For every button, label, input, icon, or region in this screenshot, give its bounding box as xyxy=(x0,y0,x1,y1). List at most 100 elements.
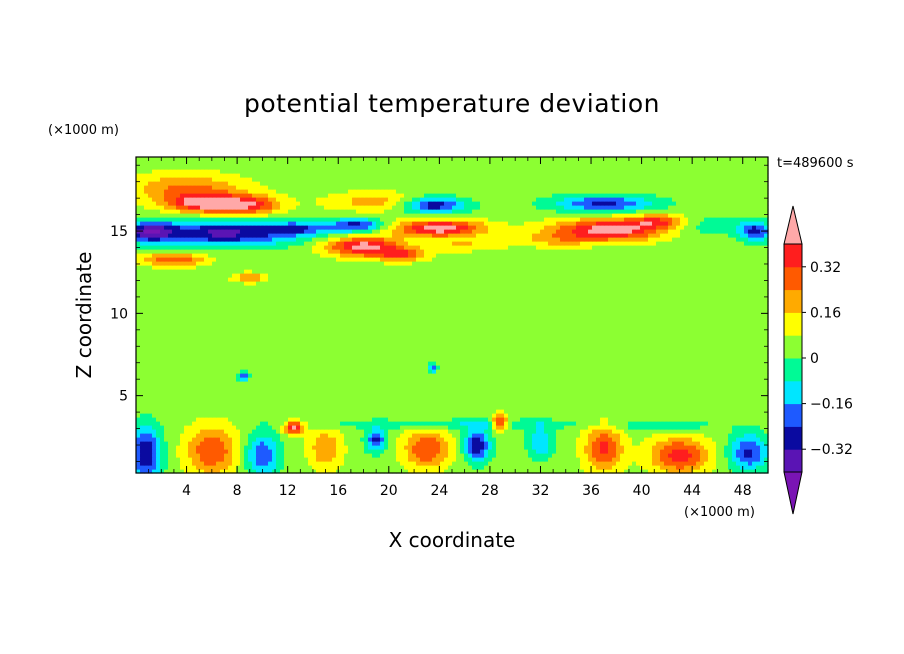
field-cell xyxy=(244,385,249,390)
field-cell xyxy=(212,365,217,370)
field-cell xyxy=(188,409,193,414)
field-cell xyxy=(328,449,333,454)
field-cell xyxy=(640,433,645,438)
field-cell xyxy=(392,401,397,406)
field-cell xyxy=(500,389,505,394)
field-cell xyxy=(484,413,489,418)
field-cell xyxy=(644,373,649,378)
field-cell xyxy=(168,377,173,382)
field-cell xyxy=(308,465,313,470)
field-cell xyxy=(456,441,461,446)
field-cell xyxy=(336,425,341,430)
field-cell xyxy=(204,369,209,374)
field-cell xyxy=(660,429,665,434)
field-cell xyxy=(420,437,425,442)
field-cell xyxy=(412,433,417,438)
field-cell xyxy=(644,385,649,390)
field-cell xyxy=(656,369,661,374)
field-cell xyxy=(684,401,689,406)
field-cell xyxy=(556,349,561,354)
field-cell xyxy=(564,433,569,438)
field-cell xyxy=(136,433,141,438)
field-cell xyxy=(708,465,713,470)
field-cell xyxy=(404,401,409,406)
field-cell xyxy=(476,353,481,358)
field-cell xyxy=(480,433,485,438)
field-cell xyxy=(188,357,193,362)
field-cell xyxy=(212,345,217,350)
field-cell xyxy=(144,461,149,466)
field-cell xyxy=(428,397,433,402)
field-cell xyxy=(708,377,713,382)
field-cell xyxy=(480,453,485,458)
field-cell xyxy=(244,457,249,462)
field-cell xyxy=(436,397,441,402)
field-cell xyxy=(752,441,757,446)
field-cell xyxy=(152,409,157,414)
field-cell xyxy=(388,413,393,418)
field-cell xyxy=(164,393,169,398)
field-cell xyxy=(260,425,265,430)
field-cell xyxy=(276,353,281,358)
field-cell xyxy=(724,389,729,394)
field-cell xyxy=(372,397,377,402)
field-cell xyxy=(324,385,329,390)
field-cell xyxy=(496,353,501,358)
field-cell xyxy=(660,417,665,422)
field-cell xyxy=(384,413,389,418)
field-cell xyxy=(256,397,261,402)
field-cell xyxy=(176,377,181,382)
field-cell xyxy=(704,405,709,410)
field-cell xyxy=(692,457,697,462)
field-cell xyxy=(560,433,565,438)
field-cell xyxy=(276,357,281,362)
field-cell xyxy=(740,385,745,390)
field-cell xyxy=(764,361,769,366)
field-cell xyxy=(164,441,169,446)
field-cell xyxy=(568,421,573,426)
field-cell xyxy=(756,349,761,354)
field-cell xyxy=(764,385,769,390)
field-cell xyxy=(540,349,545,354)
field-cell xyxy=(652,461,657,466)
field-cell xyxy=(604,377,609,382)
field-cell xyxy=(152,457,157,462)
field-cell xyxy=(668,457,673,462)
field-cell xyxy=(268,437,273,442)
field-cell xyxy=(668,409,673,414)
field-cell xyxy=(428,457,433,462)
field-cell xyxy=(704,465,709,470)
field-cell xyxy=(192,381,197,386)
field-cell xyxy=(308,401,313,406)
field-cell xyxy=(472,405,477,410)
field-cell xyxy=(308,377,313,382)
field-cell xyxy=(480,397,485,402)
field-cell xyxy=(536,421,541,426)
field-cell xyxy=(324,373,329,378)
field-cell xyxy=(524,349,529,354)
field-cell xyxy=(476,465,481,470)
field-cell xyxy=(764,401,769,406)
field-cell xyxy=(660,361,665,366)
field-cell xyxy=(148,357,153,362)
field-cell xyxy=(732,409,737,414)
field-cell xyxy=(524,417,529,422)
field-cell xyxy=(620,365,625,370)
field-cell xyxy=(516,405,521,410)
field-cell xyxy=(744,469,749,474)
field-cell xyxy=(548,373,553,378)
field-cell xyxy=(396,345,401,350)
field-cell xyxy=(736,357,741,362)
field-cell xyxy=(524,441,529,446)
field-cell xyxy=(564,457,569,462)
field-cell xyxy=(316,369,321,374)
field-cell xyxy=(624,353,629,358)
field-cell xyxy=(408,369,413,374)
field-cell xyxy=(312,369,317,374)
field-cell xyxy=(616,349,621,354)
field-cell xyxy=(232,373,237,378)
field-cell xyxy=(608,397,613,402)
field-cell xyxy=(388,445,393,450)
field-cell xyxy=(244,405,249,410)
field-cell xyxy=(656,457,661,462)
